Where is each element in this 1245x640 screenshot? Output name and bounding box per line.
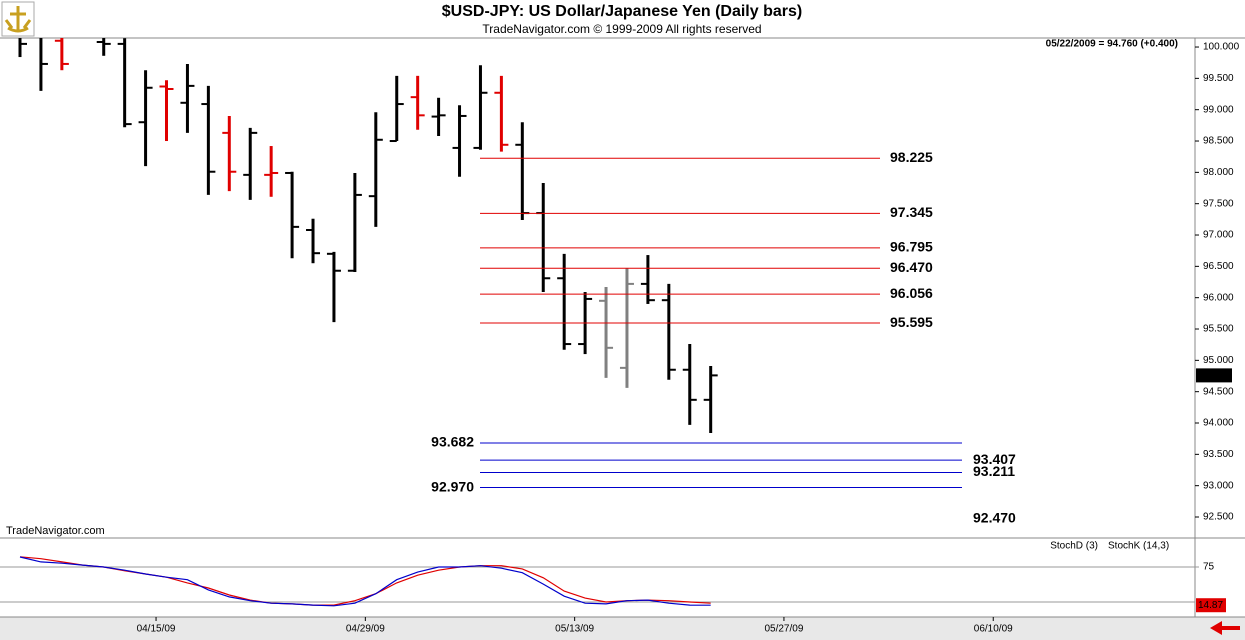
- date-axis-band: [0, 617, 1245, 640]
- y-tick-label: 95.500: [1203, 324, 1234, 335]
- level-label: 96.795: [890, 239, 933, 255]
- stoch-label: 14.87: [1198, 600, 1223, 611]
- level-label: 92.970: [431, 478, 474, 494]
- y-tick-label: 92.500: [1203, 512, 1234, 523]
- level-label: 93.211: [973, 463, 1015, 479]
- y-tick-label: 100.000: [1203, 42, 1240, 53]
- y-tick-label: 99.500: [1203, 73, 1234, 84]
- y-tick-label: 93.500: [1203, 449, 1234, 460]
- legend-label: StochK (14,3): [1108, 541, 1169, 552]
- x-tick-label: 05/27/09: [764, 624, 803, 635]
- chart-title: $USD-JPY: US Dollar/Japanese Yen (Daily …: [442, 3, 802, 20]
- y-tick-label: 98.500: [1203, 136, 1234, 147]
- x-tick-label: 06/10/09: [974, 624, 1013, 635]
- price-bars: [18, 38, 718, 434]
- y-tick-label: 96.000: [1203, 292, 1234, 303]
- y-tick-label: 99.000: [1203, 104, 1234, 115]
- scroll-arrow[interactable]: [1210, 621, 1240, 635]
- level-label: 93.682: [431, 434, 474, 450]
- x-tick-label: 05/13/09: [555, 624, 594, 635]
- level-label: 96.056: [890, 285, 933, 301]
- level-label: 93.407: [973, 451, 1016, 467]
- y-tick-label: 75: [1203, 562, 1215, 573]
- watermark: TradeNavigator.com: [6, 525, 105, 537]
- stoch-line: [19, 556, 711, 607]
- y-tick-label: 95.000: [1203, 355, 1234, 366]
- x-tick-label: 04/15/09: [137, 624, 176, 635]
- stoch-label-box: [1196, 598, 1226, 613]
- x-tick-label: 04/29/09: [346, 624, 385, 635]
- level-label: 98.225: [890, 149, 933, 165]
- y-tick-label: 96.500: [1203, 261, 1234, 272]
- logo-icon: [1, 1, 35, 37]
- level-label: 96.470: [890, 259, 933, 275]
- chart-subtitle: TradeNavigator.com © 1999-2009 All right…: [482, 22, 761, 36]
- y-tick-label: 93.000: [1203, 480, 1234, 491]
- y-tick-label: 97.000: [1203, 230, 1234, 241]
- price-label: 94.760: [1198, 370, 1229, 381]
- legend-label: StochD (3): [1050, 541, 1098, 552]
- last-quote: 05/22/2009 = 94.760 (+0.400): [1046, 39, 1178, 50]
- y-tick-label: 94.500: [1203, 386, 1234, 397]
- y-tick-label: 94.000: [1203, 418, 1234, 429]
- level-label: 92.470: [973, 510, 1016, 526]
- level-label: 97.345: [890, 204, 933, 220]
- y-tick-label: 97.500: [1203, 198, 1234, 209]
- y-tick-label: 98.000: [1203, 167, 1234, 178]
- price-label-box: [1196, 368, 1232, 383]
- level-label: 95.595: [890, 314, 933, 330]
